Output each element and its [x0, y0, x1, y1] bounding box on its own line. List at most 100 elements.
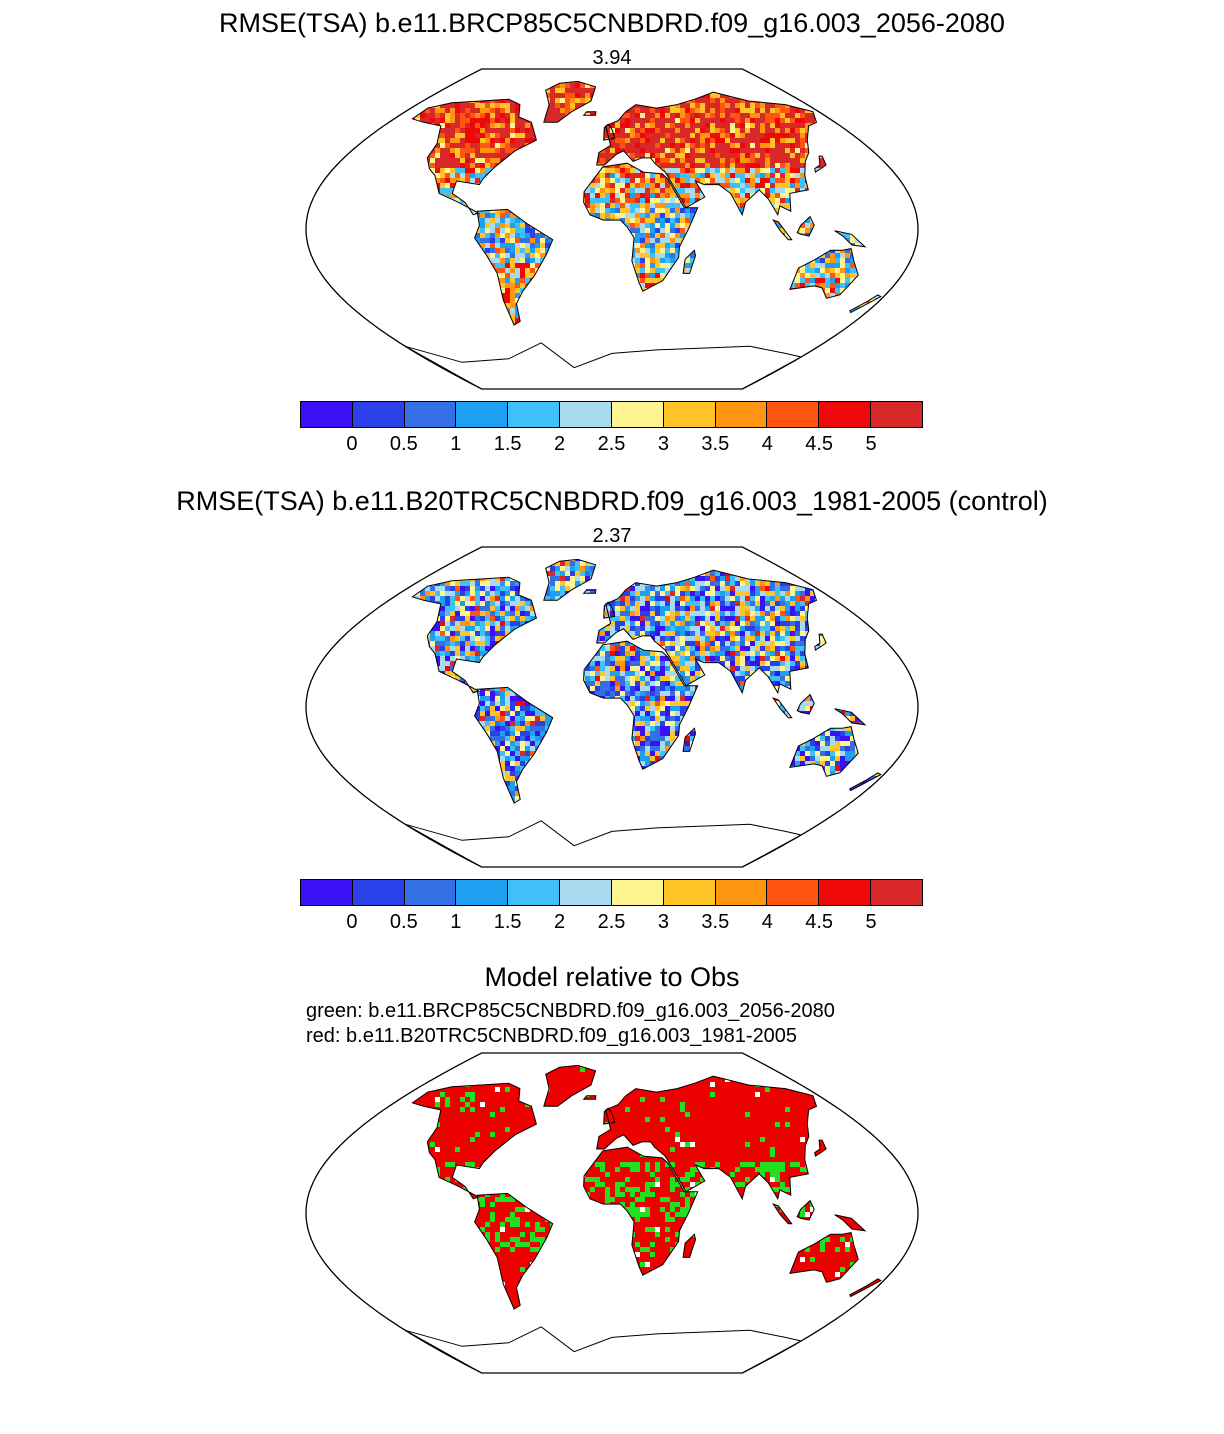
- coastline-sumatra: [771, 697, 793, 719]
- map-boundary: [305, 68, 919, 390]
- panel1-map: [305, 68, 919, 390]
- colorbar-box: [301, 402, 353, 427]
- colorbar-tick-label: 5: [866, 433, 877, 456]
- panel2-map: [305, 546, 919, 868]
- colorbar-box: [663, 402, 716, 427]
- colorbar-box: [404, 880, 457, 905]
- colorbar-tick-label: 3.5: [701, 433, 729, 456]
- coastline-madagascar: [682, 1233, 697, 1258]
- map-boundary: [305, 546, 919, 868]
- coastline-africa: [583, 1146, 699, 1276]
- coastline-iceland: [582, 589, 597, 594]
- coastline-iceland: [582, 1095, 597, 1100]
- colorbar-box: [871, 880, 922, 905]
- colorbar-tick-label: 2.5: [598, 911, 626, 934]
- colorbar-box: [767, 880, 820, 905]
- coastline-south-america: [474, 208, 554, 326]
- colorbar-box: [715, 402, 768, 427]
- colorbar-box: [715, 880, 768, 905]
- colorbar-tick-label: 1: [450, 433, 461, 456]
- comparison-red-label: red: b.e11.B20TRC5CNBDRD.f09_g16.003_198…: [306, 1025, 797, 1048]
- coastline-new-guinea: [834, 230, 867, 248]
- colorbar-tick-label: 1.5: [494, 433, 522, 456]
- colorbar-box: [508, 402, 561, 427]
- colorbar-tick-label: 1: [450, 911, 461, 934]
- colorbar-tick-label: 3.5: [701, 911, 729, 934]
- panel2-title: RMSE(TSA) b.e11.B20TRC5CNBDRD.f09_g16.00…: [0, 486, 1224, 517]
- coastline-new-zealand: [849, 772, 882, 792]
- colorbar-box: [611, 880, 664, 905]
- coastline-antarctica: [405, 342, 803, 390]
- comparison-green-label: green: b.e11.BRCP85C5CNBDRD.f09_g16.003_…: [306, 1000, 835, 1023]
- colorbar-box: [611, 402, 664, 427]
- coastline-north-america: [411, 98, 537, 216]
- colorbar-tick-label: 1.5: [494, 911, 522, 934]
- coastline-africa: [583, 640, 699, 770]
- map-boundary: [305, 1052, 919, 1374]
- colorbar-tick-label: 0.5: [390, 433, 418, 456]
- coastline-new-zealand: [849, 294, 882, 314]
- colorbar-box: [404, 402, 457, 427]
- coastline-japan: [814, 1139, 827, 1157]
- coastline-indonesia-borneo: [796, 1199, 815, 1221]
- panel2-colorbar: [300, 879, 923, 906]
- coastline-australia: [789, 726, 859, 777]
- coastline-new-zealand: [849, 1278, 882, 1298]
- colorbar-box: [352, 880, 405, 905]
- comparison-map: [305, 1052, 919, 1374]
- panel1-title: RMSE(TSA) b.e11.BRCP85C5CNBDRD.f09_g16.0…: [0, 8, 1224, 39]
- colorbar-box: [767, 402, 820, 427]
- panel2-colorbar-ticks: 0 0.5 1 1.5 2 2.5 3 3.5 4 4.5 5: [300, 911, 923, 935]
- coastline-iceland: [582, 111, 597, 116]
- colorbar-tick-label: 2: [554, 911, 565, 934]
- coastline-japan: [814, 155, 827, 173]
- panel1-rmse-value: 3.94: [0, 47, 1224, 70]
- colorbar-tick-label: 0: [346, 433, 357, 456]
- coastline-uk: [603, 1107, 616, 1125]
- colorbar-tick-label: 4: [762, 433, 773, 456]
- colorbar-box: [560, 880, 612, 905]
- comparison-title: Model relative to Obs: [0, 962, 1224, 993]
- coastline-south-america: [474, 1192, 554, 1310]
- colorbar-box: [456, 402, 509, 427]
- colorbar-tick-label: 5: [866, 911, 877, 934]
- coastline-sumatra: [771, 1203, 793, 1225]
- colorbar-box: [819, 402, 872, 427]
- coastline-north-america: [411, 1082, 537, 1200]
- coastline-north-america: [411, 576, 537, 694]
- colorbar-tick-label: 0: [346, 911, 357, 934]
- coastline-madagascar: [682, 249, 697, 274]
- coastline-uk: [603, 601, 616, 619]
- colorbar-box: [819, 880, 872, 905]
- colorbar-box: [871, 402, 922, 427]
- coastline-indonesia-borneo: [796, 693, 815, 715]
- colorbar-tick-label: 4.5: [805, 433, 833, 456]
- coastline-africa: [583, 162, 699, 292]
- colorbar-tick-label: 0.5: [390, 911, 418, 934]
- colorbar-tick-label: 2: [554, 433, 565, 456]
- coastline-new-guinea: [834, 708, 867, 726]
- coastline-eurasia: [596, 91, 818, 217]
- colorbar-tick-label: 3: [658, 433, 669, 456]
- panel2-rmse-value: 2.37: [0, 525, 1224, 548]
- coastline-south-america: [474, 686, 554, 804]
- coastline-eurasia: [596, 569, 818, 695]
- coastline-greenland: [543, 558, 597, 601]
- colorbar-box: [508, 880, 561, 905]
- colorbar-tick-label: 4.5: [805, 911, 833, 934]
- coastline-uk: [603, 123, 616, 141]
- colorbar-box: [663, 880, 716, 905]
- coastline-indonesia-borneo: [796, 215, 815, 237]
- coastline-japan: [814, 633, 827, 651]
- coastline-antarctica: [405, 820, 803, 868]
- colorbar-box: [301, 880, 353, 905]
- colorbar-tick-label: 2.5: [598, 433, 626, 456]
- panel1-colorbar-ticks: 0 0.5 1 1.5 2 2.5 3 3.5 4 4.5 5: [300, 433, 923, 457]
- coastline-eurasia: [596, 1075, 818, 1201]
- colorbar-box: [456, 880, 509, 905]
- panel1-colorbar: [300, 401, 923, 428]
- coastline-australia: [789, 248, 859, 299]
- coastline-madagascar: [682, 727, 697, 752]
- coastline-sumatra: [771, 219, 793, 241]
- colorbar-box: [352, 402, 405, 427]
